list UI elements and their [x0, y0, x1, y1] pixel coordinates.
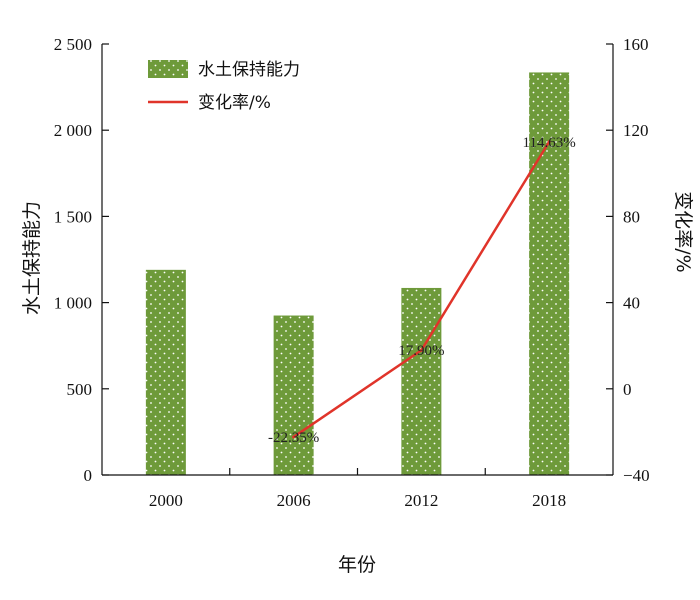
y-left-tick-label: 500 — [67, 380, 93, 399]
line-point-2012 — [419, 348, 423, 352]
line-point-2006 — [292, 435, 296, 439]
data-label-2012: 17.90% — [398, 343, 444, 359]
bar-2018 — [529, 72, 570, 476]
bar-2006 — [273, 315, 314, 475]
legend-line-label: 变化率/% — [198, 93, 271, 113]
x-tick-label-2000: 2000 — [149, 491, 183, 510]
x-axis-title: 年份 — [338, 554, 376, 576]
y-right-tick-label: 40 — [623, 294, 640, 313]
bar-2000 — [145, 269, 186, 475]
bar-2012 — [401, 287, 442, 475]
y-right-tick-label: −40 — [623, 466, 650, 485]
legend-bar-label: 水土保持能力 — [198, 60, 300, 80]
legend: 水土保持能力 变化率/% — [148, 60, 300, 113]
y-left-tick-label: 2 000 — [54, 121, 92, 140]
y-right-tick-label: 160 — [623, 35, 649, 54]
y-right-axis-title: 变化率/% — [672, 191, 694, 272]
y-right-tick-label: 120 — [623, 121, 649, 140]
axes-layer: 0 500 1 000 1 500 2 000 2 500 −40 0 40 80 120 160 20… — [54, 35, 650, 510]
data-label-2006: -22.35% — [268, 430, 319, 446]
data-label-2018: 114.63% — [523, 135, 576, 151]
legend-bar-swatch — [148, 60, 188, 78]
y-left-tick-label: 1 500 — [54, 207, 92, 226]
bars-layer — [145, 72, 570, 476]
x-tick-label-2018: 2018 — [532, 491, 566, 510]
x-tick-label-2012: 2012 — [404, 491, 438, 510]
line-layer — [292, 140, 551, 439]
y-left-tick-label: 2 500 — [54, 35, 92, 54]
labels-layer: -22.35% 17.90% 114.63% — [268, 135, 576, 446]
line-point-2018 — [547, 140, 551, 144]
y-right-tick-label: 0 — [623, 380, 632, 399]
x-tick-label-2006: 2006 — [277, 491, 311, 510]
y-left-tick-label: 0 — [84, 466, 93, 485]
y-right-tick-label: 80 — [623, 207, 640, 226]
y-left-axis-title: 水土保持能力 — [21, 201, 43, 315]
y-left-tick-label: 1 000 — [54, 294, 92, 313]
